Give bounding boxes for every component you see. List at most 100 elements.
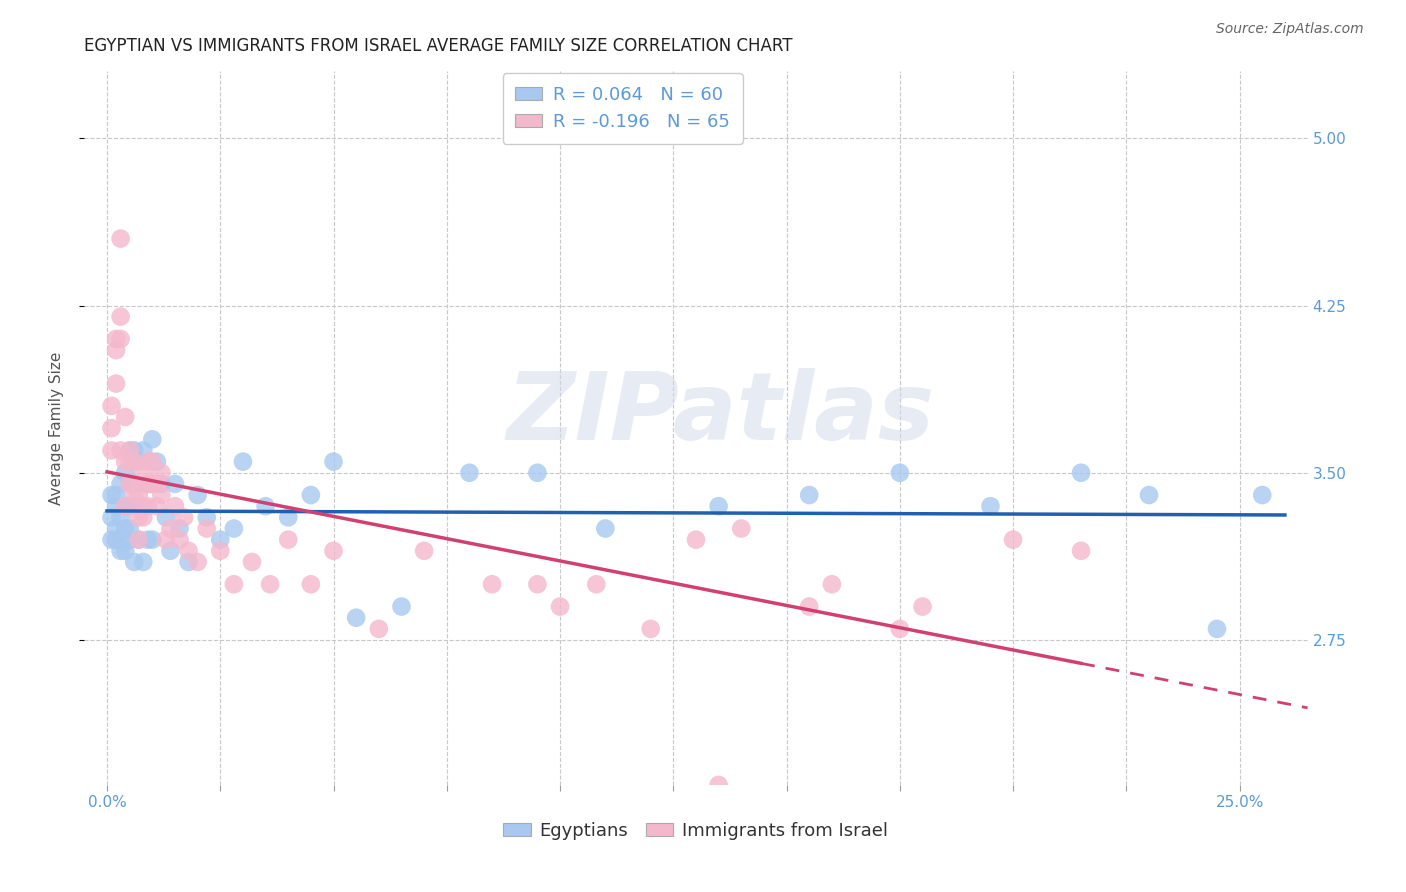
Point [100, 399, 122, 413]
Point [526, 466, 548, 480]
Point [277, 510, 299, 524]
Point [707, 499, 730, 513]
Point [413, 544, 436, 558]
Point [136, 533, 159, 547]
Point [114, 455, 136, 469]
Point [110, 232, 132, 246]
Point [100, 533, 122, 547]
Point [163, 499, 186, 513]
Point [254, 499, 277, 513]
Point [105, 499, 128, 513]
Point [118, 521, 141, 535]
Point [548, 599, 571, 614]
Point [240, 555, 263, 569]
Point [141, 476, 163, 491]
Point [222, 577, 245, 591]
Text: ZIPatlas: ZIPatlas [506, 368, 935, 460]
Point [169, 533, 191, 547]
Point [128, 455, 150, 469]
Point [367, 622, 389, 636]
Point [344, 610, 367, 624]
Point [209, 533, 232, 547]
Point [122, 488, 145, 502]
Point [177, 555, 200, 569]
Point [150, 476, 173, 491]
Point [128, 499, 150, 513]
Point [146, 455, 169, 469]
Y-axis label: Average Family Size: Average Family Size [49, 351, 63, 505]
Point [118, 455, 141, 469]
Point [187, 488, 209, 502]
Point [150, 466, 173, 480]
Point [259, 577, 281, 591]
Point [118, 533, 141, 547]
Point [114, 499, 136, 513]
Point [128, 488, 150, 502]
Point [114, 521, 136, 535]
Point [195, 521, 218, 535]
Point [889, 466, 911, 480]
Point [1002, 533, 1025, 547]
Point [155, 533, 177, 547]
Point [136, 476, 159, 491]
Point [105, 533, 128, 547]
Point [118, 499, 141, 513]
Point [685, 533, 707, 547]
Point [132, 499, 155, 513]
Point [163, 476, 186, 491]
Point [155, 510, 177, 524]
Point [799, 488, 821, 502]
Point [110, 544, 132, 558]
Point [707, 778, 730, 792]
Point [136, 476, 159, 491]
Point [105, 488, 128, 502]
Point [159, 521, 181, 535]
Point [1251, 488, 1274, 502]
Point [458, 466, 481, 480]
Point [169, 521, 191, 535]
Point [222, 521, 245, 535]
Point [595, 521, 617, 535]
Text: EGYPTIAN VS IMMIGRANTS FROM ISRAEL AVERAGE FAMILY SIZE CORRELATION CHART: EGYPTIAN VS IMMIGRANTS FROM ISRAEL AVERA… [84, 37, 793, 54]
Point [114, 410, 136, 425]
Point [277, 533, 299, 547]
Point [585, 577, 607, 591]
Text: Source: ZipAtlas.com: Source: ZipAtlas.com [1216, 22, 1364, 37]
Point [118, 443, 141, 458]
Point [1137, 488, 1160, 502]
Point [889, 622, 911, 636]
Point [128, 533, 150, 547]
Point [391, 599, 413, 614]
Point [730, 521, 752, 535]
Point [177, 544, 200, 558]
Point [1070, 544, 1092, 558]
Point [299, 488, 322, 502]
Point [526, 577, 548, 591]
Point [128, 510, 150, 524]
Point [141, 476, 163, 491]
Point [322, 544, 344, 558]
Point [132, 443, 155, 458]
Point [132, 510, 155, 524]
Point [100, 488, 122, 502]
Point [118, 443, 141, 458]
Point [195, 510, 218, 524]
Point [110, 310, 132, 324]
Point [132, 466, 155, 480]
Point [110, 443, 132, 458]
Point [118, 476, 141, 491]
Point [146, 499, 169, 513]
Point [105, 376, 128, 391]
Point [122, 476, 145, 491]
Point [100, 510, 122, 524]
Point [159, 544, 181, 558]
Point [187, 555, 209, 569]
Point [114, 499, 136, 513]
Point [114, 544, 136, 558]
Point [100, 421, 122, 435]
Point [979, 499, 1001, 513]
Point [299, 577, 322, 591]
Point [1206, 622, 1229, 636]
Point [110, 332, 132, 346]
Legend: Egyptians, Immigrants from Israel: Egyptians, Immigrants from Israel [496, 815, 896, 847]
